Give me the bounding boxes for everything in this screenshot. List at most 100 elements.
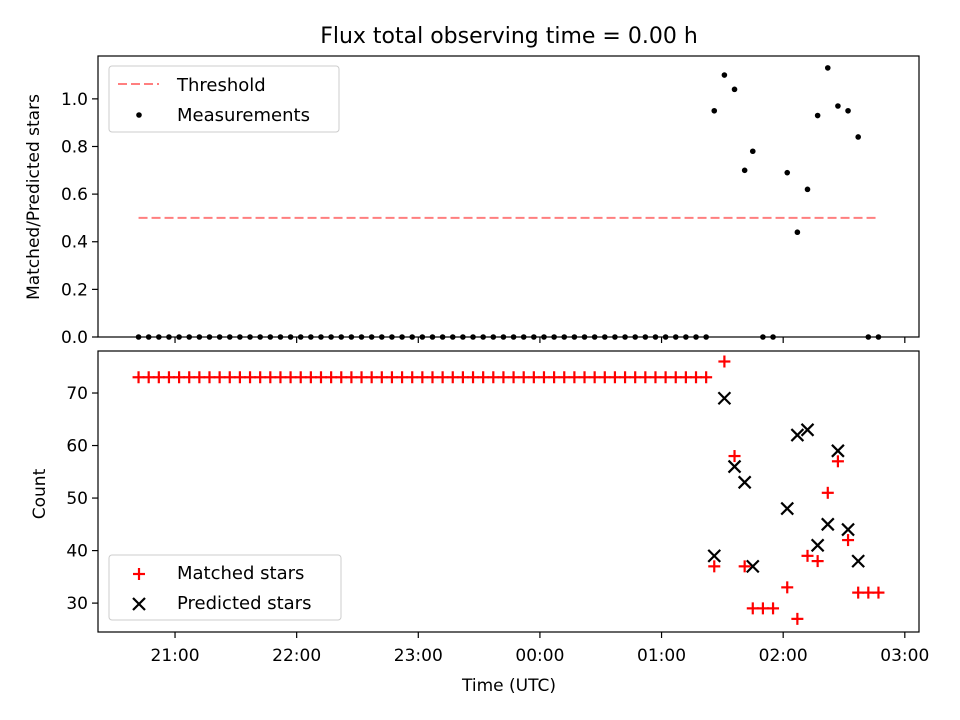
chart-title: Flux total observing time = 0.00 h — [320, 24, 698, 49]
y-tick-label: 50 — [66, 489, 88, 509]
measurement-point — [389, 334, 395, 340]
matched-star-marker — [396, 371, 409, 384]
legend-threshold-label: Threshold — [176, 75, 266, 96]
matched-star-marker — [325, 371, 338, 384]
legend-measurements-swatch — [136, 112, 142, 118]
measurement-point — [541, 334, 547, 340]
measurement-point — [804, 186, 811, 193]
matched-star-marker — [467, 371, 480, 384]
matched-star-marker — [791, 612, 804, 625]
legend-predicted-label: Predicted stars — [177, 593, 311, 614]
measurement-point — [875, 334, 882, 340]
y-tick-label: 40 — [66, 542, 88, 562]
matched-star-marker — [738, 560, 751, 573]
matched-star-marker — [728, 450, 741, 463]
matched-star-marker — [756, 602, 769, 615]
y-tick-label: 60 — [66, 437, 88, 457]
measurement-point — [571, 334, 578, 340]
measurement-point — [257, 334, 263, 340]
y-tick-label: 1.0 — [61, 90, 88, 110]
measurement-point — [591, 334, 598, 340]
measurement-point — [662, 334, 669, 340]
measurement-point — [409, 334, 416, 340]
matched-star-marker — [619, 371, 632, 384]
top-legend: Threshold Measurements — [108, 65, 340, 133]
x-tick-label: 03:00 — [880, 646, 929, 666]
matched-star-marker — [487, 371, 500, 384]
y-tick-label: 0.8 — [61, 137, 88, 157]
matched-star-marker — [801, 549, 814, 562]
matched-star-marker — [690, 371, 703, 384]
matched-star-marker — [254, 371, 267, 384]
x-tick-label: 02:00 — [759, 646, 808, 666]
measurement-point — [247, 334, 253, 340]
measurement-point — [226, 334, 233, 340]
measurement-point — [419, 334, 426, 340]
legend-matched-label: Matched stars — [177, 563, 304, 584]
measurement-point — [551, 334, 557, 340]
measurement-point — [490, 334, 497, 340]
bottom-legend: Matched stars Predicted stars — [108, 554, 342, 621]
measurement-point — [612, 334, 618, 340]
measurement-point — [156, 334, 162, 340]
y-tick-label: 0.6 — [61, 185, 88, 205]
matched-star-marker — [700, 371, 713, 384]
matched-star-marker — [497, 371, 510, 384]
matched-star-marker — [649, 371, 662, 384]
y-tick-label: 0.4 — [61, 233, 88, 253]
predicted-star-marker — [745, 559, 760, 574]
measurement-point — [470, 334, 476, 340]
bottom-plot-area — [132, 355, 885, 625]
measurement-point — [338, 334, 345, 340]
matched-star-marker — [233, 371, 246, 384]
measurement-point — [824, 65, 831, 71]
legend-matched-swatch — [133, 568, 145, 580]
y-tick-label: 70 — [66, 384, 88, 404]
measurement-point — [581, 334, 588, 340]
measurement-point — [166, 334, 172, 340]
bottom-y-axis-label: Count — [30, 468, 50, 519]
matched-star-marker — [223, 371, 236, 384]
measurement-point — [206, 334, 213, 340]
measurement-point — [439, 334, 446, 340]
y-tick-label: 0.0 — [61, 328, 88, 348]
measurement-point — [672, 334, 679, 340]
matched-star-marker — [446, 371, 459, 384]
predicted-star-marker — [820, 517, 835, 532]
measurement-point — [500, 334, 507, 340]
predicted-star-marker — [851, 554, 865, 568]
matched-star-marker — [335, 371, 348, 384]
predicted-star-marker — [831, 444, 845, 458]
measurement-point — [703, 334, 709, 340]
matched-star-marker — [173, 371, 186, 384]
matched-star-marker — [193, 371, 206, 384]
top-plot-area — [135, 65, 882, 340]
matched-star-marker — [568, 371, 581, 384]
matched-star-marker — [821, 486, 834, 499]
measurement-point — [480, 334, 486, 340]
matched-star-marker — [781, 581, 794, 594]
matched-star-marker — [162, 371, 175, 384]
matched-star-marker — [598, 371, 611, 384]
matched-star-marker — [517, 371, 530, 384]
measurement-point — [835, 103, 841, 109]
measurement-point — [622, 334, 628, 340]
matched-star-marker — [152, 371, 165, 384]
measurement-point — [520, 334, 527, 340]
measurement-point — [814, 112, 821, 119]
matched-star-marker — [142, 371, 155, 384]
matched-star-marker — [578, 371, 591, 384]
matched-star-marker — [284, 371, 297, 384]
measurement-point — [237, 334, 243, 340]
matched-star-marker — [304, 371, 317, 384]
predicted-star-marker — [800, 423, 815, 437]
predicted-star-marker — [780, 501, 795, 516]
predicted-star-marker — [810, 538, 825, 553]
matched-star-marker — [679, 371, 692, 384]
matched-star-marker — [507, 371, 520, 384]
matched-star-marker — [527, 371, 540, 384]
matched-star-marker — [659, 371, 672, 384]
predicted-star-marker — [727, 459, 742, 474]
measurement-point — [711, 107, 718, 114]
matched-star-marker — [608, 371, 621, 384]
